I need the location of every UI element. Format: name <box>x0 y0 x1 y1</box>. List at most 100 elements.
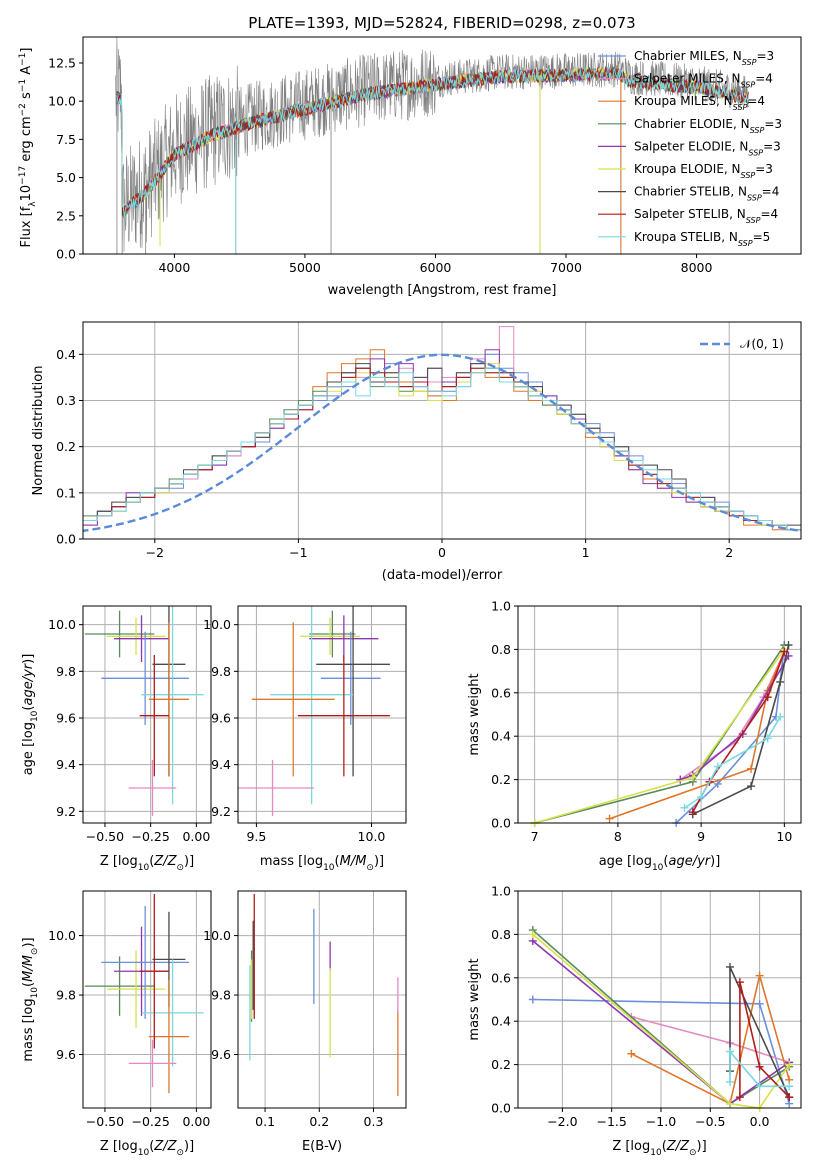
x-axis-label: Z [log10(Z/Z⊙)] <box>100 1139 194 1158</box>
series-marker <box>726 1099 735 1108</box>
x-tick-label: −0.50 <box>86 829 124 844</box>
model-line <box>116 66 749 218</box>
x-tick-label: 8 <box>614 829 622 844</box>
legend-entry: Chabrier STELIB, NSSP=4 <box>634 185 779 203</box>
y-tick-label: 9.2 <box>211 804 231 819</box>
series-marker <box>688 808 697 817</box>
series-line <box>684 716 781 809</box>
axes-frame <box>82 605 212 824</box>
series-line <box>631 975 790 1105</box>
line-plot <box>528 926 794 1112</box>
y-tick-label: 0.2 <box>491 1057 511 1072</box>
data-point <box>106 950 166 1028</box>
y-tick-label: 0.4 <box>56 347 76 362</box>
x-tick-label: −1.0 <box>646 1114 676 1129</box>
x-tick-label: 0.1 <box>255 1114 275 1129</box>
x-tick-label: −2 <box>146 545 164 560</box>
series-marker <box>747 764 756 773</box>
y-tick-label: 0.6 <box>491 685 511 700</box>
series-marker <box>680 803 689 812</box>
y-axis-label: Normed distribution <box>31 366 46 496</box>
y-tick-label: 1.0 <box>491 884 511 899</box>
legend-entry: Kroupa ELODIE, NSSP=3 <box>634 162 773 180</box>
y-tick-label: 0.2 <box>491 772 511 787</box>
spectrum-plot <box>115 37 749 254</box>
errorbar-plot <box>238 606 390 816</box>
series-marker <box>755 1062 764 1071</box>
y-tick-label: 0.0 <box>491 816 511 831</box>
chart-title: PLATE=1393, MJD=52824, FIBERID=0298, z=0… <box>248 14 635 32</box>
x-tick-label: 1 <box>582 545 590 560</box>
series-marker <box>780 647 789 656</box>
data-point <box>251 622 335 777</box>
series-marker <box>755 971 764 980</box>
series-marker <box>763 734 772 743</box>
y-tick-label: 0.0 <box>491 1101 511 1116</box>
y-tick-label: 10.0 <box>48 617 76 632</box>
axes-frame <box>517 605 802 824</box>
series-marker <box>785 1082 794 1091</box>
panel-6: 0.1 0.2 0.3 9.6 9.8 10.0 E(B-V) <box>203 890 407 1154</box>
x-tick-label: 0.00 <box>182 829 210 844</box>
x-tick-label: 4000 <box>158 260 190 275</box>
y-tick-label: 10.0 <box>48 928 76 943</box>
data-point <box>114 615 169 662</box>
series-marker <box>713 762 722 771</box>
series-line <box>680 655 790 781</box>
normal-curve <box>83 353 801 533</box>
y-tick-label: 0.2 <box>56 439 76 454</box>
legend: Chabrier MILES, NSSP=3 Salpeter MILES, NS… <box>598 49 782 247</box>
y-tick-label: 10.0 <box>48 94 76 109</box>
x-axis-label: mass [log10(M/M⊙)] <box>260 854 384 873</box>
panel-1: −2 −1 0 1 2 0.0 0.1 0.2 0.3 0.4 𝒩(0, 1) (data-model… <box>31 321 802 583</box>
legend-entry: Kroupa MILES, NSSP=4 <box>634 94 765 112</box>
data-point <box>128 1039 177 1088</box>
x-tick-label: −0.5 <box>695 1114 725 1129</box>
legend-entry: Salpeter MILES, NSSP=4 <box>634 72 773 90</box>
y-tick-label: 0.0 <box>56 247 76 262</box>
series-marker <box>776 712 785 721</box>
y-tick-label: 9.8 <box>211 988 231 1003</box>
data-point <box>101 631 190 725</box>
axes-frame <box>237 605 407 824</box>
x-axis-label: wavelength [Angstrom, rest frame] <box>328 283 557 298</box>
histogram-plot <box>83 326 801 539</box>
line-plot <box>530 641 793 827</box>
y-tick-label: 9.6 <box>211 1047 231 1062</box>
legend-entry: Salpeter STELIB, NSSP=4 <box>634 207 778 225</box>
x-tick-label: 0 <box>438 545 446 560</box>
x-tick-label: −1 <box>289 545 307 560</box>
y-axis-label: mass [log10(M/M⊙)] <box>21 937 40 1061</box>
series-marker <box>605 814 614 823</box>
series-marker <box>726 1077 735 1086</box>
data-point <box>139 893 169 1049</box>
axes-frame <box>237 890 407 1109</box>
y-tick-label: 9.4 <box>211 757 231 772</box>
y-tick-label: 5.0 <box>56 170 76 185</box>
legend-entry: Chabrier ELODIE, NSSP=3 <box>634 117 782 135</box>
x-tick-label: 10.0 <box>358 829 386 844</box>
series-line <box>692 644 790 816</box>
x-tick-label: 7 <box>531 829 539 844</box>
data-point <box>106 617 166 655</box>
data-point <box>148 622 190 777</box>
data-point <box>316 606 390 777</box>
panel-3: 9.5 10.0 9.2 9.4 9.6 9.8 10.0 mass [log10(M/M⊙)… <box>203 605 407 873</box>
legend-entry: Chabrier MILES, NSSP=3 <box>634 49 774 67</box>
y-tick-label: 0.8 <box>491 927 511 942</box>
data-point <box>84 610 155 658</box>
data-point <box>238 760 314 816</box>
data-point <box>141 606 204 805</box>
data-point <box>141 959 204 1067</box>
x-tick-label: −2.0 <box>547 1114 577 1129</box>
y-tick-label: 7.5 <box>56 132 76 147</box>
y-tick-label: 12.5 <box>48 55 76 70</box>
x-tick-label: 9.5 <box>246 829 266 844</box>
axes-frame <box>517 890 802 1109</box>
series-marker <box>627 1049 636 1058</box>
errorbar-plot <box>249 893 399 1097</box>
data-point <box>270 606 354 805</box>
x-tick-label: −0.50 <box>86 1114 124 1129</box>
series-marker <box>528 930 537 939</box>
